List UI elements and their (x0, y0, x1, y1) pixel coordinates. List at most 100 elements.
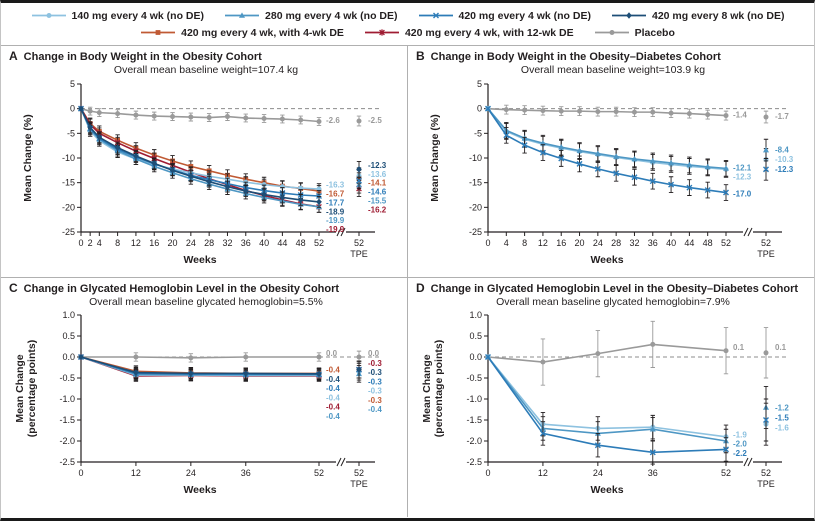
panel-b-letter: B (416, 49, 425, 63)
x-tick-label: 36 (648, 238, 658, 248)
axis-break-mask (743, 227, 753, 237)
tpe-week-label: 52 (761, 468, 771, 478)
tpe-week-label: 52 (354, 238, 364, 248)
marker-diamond (133, 152, 139, 160)
panel-b-chart-canvas: 50-5-10-15-20-250 4 8 12 16 20 24 28 32 36 40 44 48 5… (429, 79, 794, 266)
marker-x (668, 181, 675, 188)
value-label-tpe: -0.3 (368, 368, 382, 377)
marker-x (558, 155, 565, 162)
panel-a-subtitle: Overall mean baseline weight=107.4 kg (113, 64, 299, 76)
y-tick-label: -1.5 (59, 415, 75, 425)
marker-circle (613, 109, 619, 115)
marker-diamond (297, 196, 304, 204)
y-tick-label: -0.5 (466, 373, 482, 383)
marker-circle (650, 341, 656, 347)
x-tick-label: 0 (485, 238, 490, 248)
panel-a-letter: A (9, 49, 18, 63)
y-tick-label: -2.0 (466, 436, 482, 446)
y-tick-label: -1.0 (466, 394, 482, 404)
x-tick-label: 16 (149, 238, 159, 248)
y-tick-label: 0.0 (469, 352, 482, 362)
y-tick-label: 0 (477, 104, 482, 114)
value-label-week52: -17.0 (733, 190, 752, 199)
diamond-legend-icon (611, 12, 646, 19)
marker-star (379, 29, 385, 36)
marker-x (356, 177, 362, 184)
value-label-tpe: -0.4 (368, 405, 382, 414)
x-tick-label: 8 (522, 238, 527, 248)
marker-circle (356, 118, 362, 124)
x-tick-label: 48 (296, 238, 306, 248)
y-tick-label: 1.0 (469, 310, 482, 320)
value-label-week52: -0.4 (326, 384, 340, 393)
star-legend-icon (364, 29, 399, 36)
legend-item: 280 mg every 4 wk (no DE) (224, 10, 398, 22)
value-label-week52: -0.4 (326, 366, 340, 375)
value-label-tpe: -12.3 (368, 161, 387, 170)
marker-circle (522, 107, 528, 113)
panel-c-title: C Change in Glycated Hemoglobin Level in … (9, 281, 339, 295)
marker-triangle (613, 153, 620, 159)
value-label-tpe: -14.6 (368, 188, 387, 197)
y-tick-label: 1.0 (62, 310, 75, 320)
legend-row-2: 420 mg every 4 wk, with 4-wk DE 420 mg ev… (1, 24, 814, 41)
y-axis-label: Mean Change (421, 354, 433, 422)
marker-circle (705, 112, 711, 118)
value-label-week52: -12.3 (733, 172, 752, 181)
value-label-tpe: -0.3 (368, 359, 382, 368)
marker-triangle (704, 163, 711, 170)
legend-item: 420 mg every 4 wk (no DE) (418, 10, 591, 22)
value-label-week52: -19.9 (326, 225, 345, 234)
x-tick-label: 24 (593, 468, 603, 478)
panel-d-subtitle: Overall mean baseline glycated hemoglobi… (496, 296, 730, 308)
marker-x (485, 105, 491, 112)
series-line-c280 (487, 108, 727, 170)
value-label-week52: -12.1 (733, 163, 752, 172)
value-label-tpe: -1.7 (775, 112, 789, 121)
series-line-gray (487, 107, 727, 117)
y-tick-label: -1.0 (59, 394, 75, 404)
marker-circle (87, 108, 93, 114)
marker-diamond (261, 191, 267, 198)
series-line-c140 (487, 356, 727, 438)
y-tick-label: -2.5 (59, 457, 75, 467)
x-legend-icon (418, 12, 453, 19)
x-tick-label: 20 (575, 238, 585, 248)
x-tick-label: 48 (703, 238, 713, 248)
series-line-gray (487, 343, 727, 363)
marker-circle (46, 13, 52, 18)
marker-circle (503, 107, 509, 113)
y-axis-label: Mean Change (%) (22, 114, 34, 202)
legend-item-label: 420 mg every 8 wk (no DE) (651, 9, 785, 22)
marker-x (594, 442, 601, 449)
x-tick-label: 36 (241, 468, 251, 478)
tpe-week-label: 52 (354, 468, 364, 478)
tpe-label: TPE (350, 479, 368, 489)
x-axis-label: Weeks (183, 254, 216, 266)
x-tick-label: 36 (241, 238, 251, 248)
marker-x (763, 417, 769, 423)
marker-diamond (188, 172, 194, 180)
x-tick-label: 40 (259, 238, 269, 248)
marker-diamond (626, 12, 632, 19)
y-axis-label-2: (percentage points) (26, 340, 38, 437)
marker-diamond (242, 187, 249, 195)
marker-x (763, 166, 769, 173)
tpe-label: TPE (757, 249, 775, 259)
y-tick-label: -25 (62, 227, 75, 237)
circle-legend-icon (31, 13, 66, 18)
value-label-tpe: -12.3 (775, 165, 794, 174)
tpe-label: TPE (350, 249, 368, 259)
value-label-week52: -1.9 (733, 430, 747, 439)
axis-break-icon (336, 457, 346, 467)
marker-x (576, 160, 583, 167)
value-label-week52: -2.0 (733, 440, 747, 449)
marker-diamond (242, 370, 249, 377)
marker-x (485, 354, 491, 360)
marker-circle (133, 354, 139, 360)
panel-a-chart-canvas: 50-5-10-15-20-250 2 4 8 12 16 20 24 28 32 36 40 44 48… (22, 79, 387, 266)
panel-c: C Change in Glycated Hemoglobin Level in … (1, 277, 407, 517)
legend-item: 140 mg every 4 wk (no DE) (31, 10, 204, 22)
panel-c-title-text: Change in Glycated Hemoglobin Level in t… (23, 283, 340, 295)
